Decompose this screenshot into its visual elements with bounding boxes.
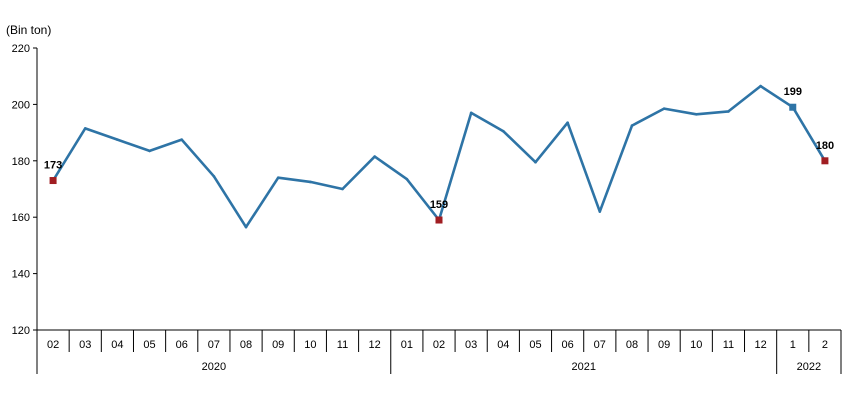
data-point bbox=[180, 138, 184, 141]
x-tick-label: 10 bbox=[690, 339, 702, 351]
y-tick-label: 120 bbox=[12, 325, 30, 337]
data-point bbox=[694, 112, 698, 116]
x-axis: 02 03 04 05 06 07 08 09 10 11 12 01 02 03 04 05 06 07 08 09… bbox=[36, 329, 842, 374]
highlight-marker bbox=[821, 157, 829, 165]
x-tick-label: 11 bbox=[337, 339, 348, 351]
x-tick-label: 12 bbox=[754, 339, 766, 351]
y-tick-label: 180 bbox=[12, 156, 30, 168]
year-label: 2020 bbox=[202, 361, 226, 373]
data-point bbox=[309, 180, 312, 184]
x-tick-label: 05 bbox=[529, 339, 541, 351]
data-point bbox=[469, 111, 473, 115]
data-point bbox=[212, 175, 216, 178]
x-tick-label: 03 bbox=[79, 339, 91, 351]
data-point bbox=[759, 84, 762, 88]
y-tick-label: 160 bbox=[12, 212, 30, 224]
data-label: 159 bbox=[430, 199, 448, 211]
y-axis-unit-label: (Bin ton) bbox=[6, 23, 51, 37]
x-tick-label: 08 bbox=[240, 339, 252, 351]
x-tick-label: 04 bbox=[111, 339, 123, 351]
x-tick-label: 02 bbox=[433, 339, 445, 351]
y-tick-label: 220 bbox=[12, 43, 30, 55]
data-point bbox=[598, 210, 602, 213]
x-tick-label: 12 bbox=[369, 339, 381, 351]
highlight-marker bbox=[435, 216, 443, 224]
data-point bbox=[148, 149, 151, 153]
x-tick-label: 03 bbox=[465, 339, 477, 351]
data-point bbox=[662, 107, 666, 110]
x-tick-label: 2 bbox=[822, 339, 828, 351]
x-tick-label: 1 bbox=[790, 339, 796, 351]
x-tick-label: 07 bbox=[208, 339, 220, 351]
y-axis: 120 140 160 180 200 220 bbox=[12, 43, 38, 337]
marker-layer: 173 159 199 180 bbox=[44, 86, 834, 224]
x-tick-label: 09 bbox=[658, 339, 670, 351]
x-tick-label: 10 bbox=[304, 339, 316, 351]
year-label: 2021 bbox=[571, 361, 595, 373]
data-point bbox=[341, 187, 344, 191]
data-point bbox=[502, 129, 505, 133]
y-tick-label: 140 bbox=[12, 269, 30, 281]
highlight-marker bbox=[49, 177, 57, 185]
x-tick-label: 09 bbox=[272, 339, 284, 351]
data-point bbox=[405, 177, 409, 181]
x-tick-label: 04 bbox=[497, 339, 509, 351]
data-point bbox=[566, 121, 569, 125]
data-label: 180 bbox=[816, 140, 834, 152]
highlight-marker bbox=[789, 103, 797, 111]
x-tick-label: 06 bbox=[176, 339, 188, 351]
x-tick-label: 08 bbox=[626, 339, 638, 351]
data-point bbox=[373, 155, 376, 158]
data-point bbox=[727, 110, 730, 113]
data-label: 199 bbox=[784, 86, 802, 98]
x-tick-label: 07 bbox=[594, 339, 606, 351]
x-tick-label: 06 bbox=[562, 339, 574, 351]
data-point bbox=[534, 160, 537, 164]
data-label: 173 bbox=[44, 160, 62, 172]
x-tick-label: 05 bbox=[143, 339, 155, 351]
data-point bbox=[630, 124, 634, 127]
year-label: 2022 bbox=[797, 361, 821, 373]
x-tick-label: 02 bbox=[47, 339, 59, 351]
data-point bbox=[276, 176, 280, 180]
x-tick-label: 11 bbox=[723, 339, 734, 351]
x-tick-label: 01 bbox=[401, 339, 413, 351]
y-tick-label: 200 bbox=[12, 99, 30, 111]
data-point bbox=[244, 225, 248, 229]
data-point bbox=[83, 127, 87, 130]
data-point bbox=[116, 138, 119, 141]
